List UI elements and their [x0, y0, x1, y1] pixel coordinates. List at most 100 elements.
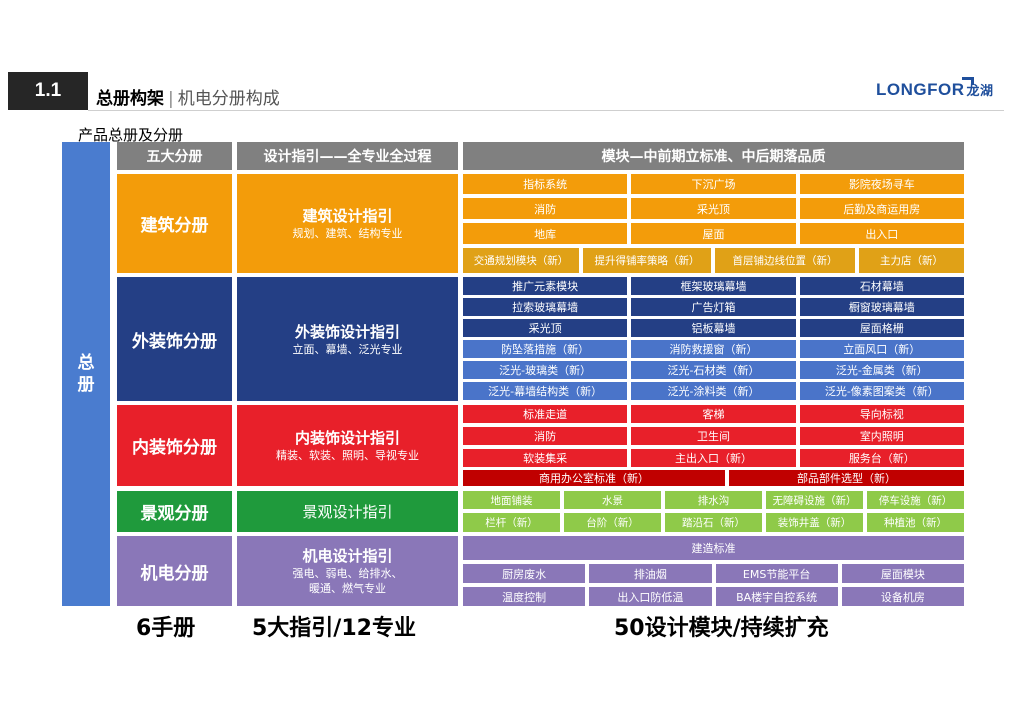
side-label-total: 总 册: [62, 142, 110, 606]
book-architecture: 建筑分册: [117, 174, 232, 273]
book-interior: 内装饰分册: [117, 405, 232, 486]
module-cell: 影院夜场寻车: [799, 174, 964, 194]
module-cell: 泛光-金属类（新）: [799, 361, 964, 379]
guide-title: 内装饰设计指引: [294, 429, 400, 447]
bottom-label-books: 6手册: [136, 616, 196, 641]
module-cell: 消防: [463, 198, 628, 219]
book-facade: 外装饰分册: [117, 277, 232, 401]
module-cell: 商用办公室标准（新）: [463, 470, 725, 486]
module-cell: 栏杆（新）: [463, 513, 560, 532]
module-cell: 首层铺边线位置（新）: [715, 248, 855, 273]
module-cell: 拉索玻璃幕墙: [463, 298, 628, 316]
module-cell: 指标系统: [463, 174, 628, 194]
longfor-logo: LONGFOR 龙湖: [876, 80, 994, 100]
module-cell: 设备机房: [841, 587, 964, 606]
module-cell: 踏沿石（新）: [665, 513, 762, 532]
module-cell: 卫生间: [631, 427, 796, 445]
module-cell: 无障碍设施（新）: [766, 491, 863, 509]
module-cell: 地面铺装: [463, 491, 560, 509]
logo-mark-icon: [962, 77, 974, 85]
module-cell: BA楼宇自控系统: [715, 587, 838, 606]
book-mep: 机电分册: [117, 536, 232, 606]
module-cell: 停车设施（新）: [867, 491, 964, 509]
page-title-bold: 总册构架: [96, 89, 164, 109]
guide-facade: 外装饰设计指引 立面、幕墙、泛光专业: [237, 277, 458, 401]
module-cell: 泛光-像素图案类（新）: [799, 382, 964, 400]
module-cell: 橱窗玻璃幕墙: [799, 298, 964, 316]
module-cell: 导向标视: [799, 405, 964, 423]
module-cell: 屋面: [631, 223, 796, 244]
module-cell: 泛光-涂料类（新）: [631, 382, 796, 400]
guide-subtitle: 规划、建筑、结构专业: [292, 227, 403, 240]
module-cell: 服务台（新）: [799, 449, 964, 467]
module-cell: 出入口防低温: [589, 587, 712, 606]
module-cell: 装饰井盖（新）: [766, 513, 863, 532]
module-cell: 提升得铺率策略（新）: [583, 248, 711, 273]
module-cell: 室内照明: [799, 427, 964, 445]
module-cell: 标准走道: [463, 405, 628, 423]
page-title: 总册构架 | 机电分册构成: [96, 84, 280, 109]
section-number: 1.1: [8, 72, 88, 110]
module-cell: 排油烟: [589, 564, 712, 583]
module-cell: 主力店（新）: [859, 248, 964, 273]
module-cell: 温度控制: [463, 587, 586, 606]
guide-interior: 内装饰设计指引 精装、软装、照明、导视专业: [237, 405, 458, 486]
guide-landscape: 景观设计指引: [237, 491, 458, 532]
guide-title: 外装饰设计指引: [294, 322, 400, 341]
module-cell: 立面风口（新）: [799, 340, 964, 358]
module-cell: 台阶（新）: [564, 513, 661, 532]
guide-architecture: 建筑设计指引 规划、建筑、结构专业: [237, 174, 458, 273]
header-books: 五大分册: [117, 142, 232, 170]
module-cell: 石材幕墙: [799, 277, 964, 295]
side-label-char: 册: [77, 375, 95, 395]
module-cell: 泛光-玻璃类（新）: [463, 361, 628, 379]
module-cell: 厨房废水: [463, 564, 586, 583]
module-cell: 软装集采: [463, 449, 628, 467]
module-cell: 消防: [463, 427, 628, 445]
header-modules: 模块—中前期立标准、中后期落品质: [463, 142, 964, 170]
guide-subtitle: 强电、弱电、给排水、: [292, 567, 403, 580]
module-cell: 部品部件选型（新）: [729, 470, 964, 486]
module-cell: 水景: [564, 491, 661, 509]
module-cell: 泛光-石材类（新）: [631, 361, 796, 379]
side-label-char: 总: [77, 353, 95, 373]
module-cell: 后勤及商运用房: [799, 198, 964, 219]
guide-title: 机电设计指引: [302, 547, 393, 565]
guide-subtitle: 立面、幕墙、泛光专业: [292, 342, 403, 356]
guide-subtitle-2: 暖通、燃气专业: [309, 582, 386, 595]
guide-mep: 机电设计指引 强电、弱电、给排水、 暖通、燃气专业: [237, 536, 458, 606]
guide-subtitle: 精装、软装、照明、导视专业: [276, 449, 419, 462]
module-cell: EMS节能平台: [715, 564, 838, 583]
module-cell: 铝板幕墙: [631, 319, 796, 337]
module-cell: 交通规划模块（新）: [463, 248, 579, 273]
header-divider: [88, 110, 1004, 111]
module-cell: 采光顶: [631, 198, 796, 219]
module-cell: 采光顶: [463, 319, 628, 337]
header-guides: 设计指引——全专业全过程: [237, 142, 458, 170]
module-cell: 种植池（新）: [867, 513, 964, 532]
module-cell: 客梯: [631, 405, 796, 423]
module-cell: 框架玻璃幕墙: [631, 277, 796, 295]
page-title-sub: 机电分册构成: [177, 89, 280, 109]
diagram-subtitle: 产品总册及分册: [78, 126, 184, 144]
module-cell: 地库: [463, 223, 628, 244]
module-cell: 排水沟: [665, 491, 762, 509]
logo-cn: 龙湖: [966, 83, 994, 98]
title-separator: |: [168, 89, 174, 109]
book-landscape: 景观分册: [117, 491, 232, 532]
bottom-label-guides: 5大指引/12专业: [252, 616, 416, 641]
module-cell: 推广元素模块: [463, 277, 628, 295]
bottom-label-modules: 50设计模块/持续扩充: [614, 616, 829, 641]
module-cell: 屋面格栅: [799, 319, 964, 337]
guide-title: 建筑设计指引: [302, 207, 393, 225]
module-cell: 消防救援窗（新）: [631, 340, 796, 358]
module-cell: 泛光-幕墙结构类（新）: [463, 382, 628, 400]
module-cell: 出入口: [799, 223, 964, 244]
module-cell: 建造标准: [463, 536, 964, 560]
module-cell: 主出入口（新）: [631, 449, 796, 467]
module-cell: 下沉广场: [631, 174, 796, 194]
guide-title: 景观设计指引: [302, 502, 393, 521]
logo-text: LONGFOR: [876, 80, 965, 99]
module-cell: 防坠落措施（新）: [463, 340, 628, 358]
module-cell: 屋面模块: [841, 564, 964, 583]
